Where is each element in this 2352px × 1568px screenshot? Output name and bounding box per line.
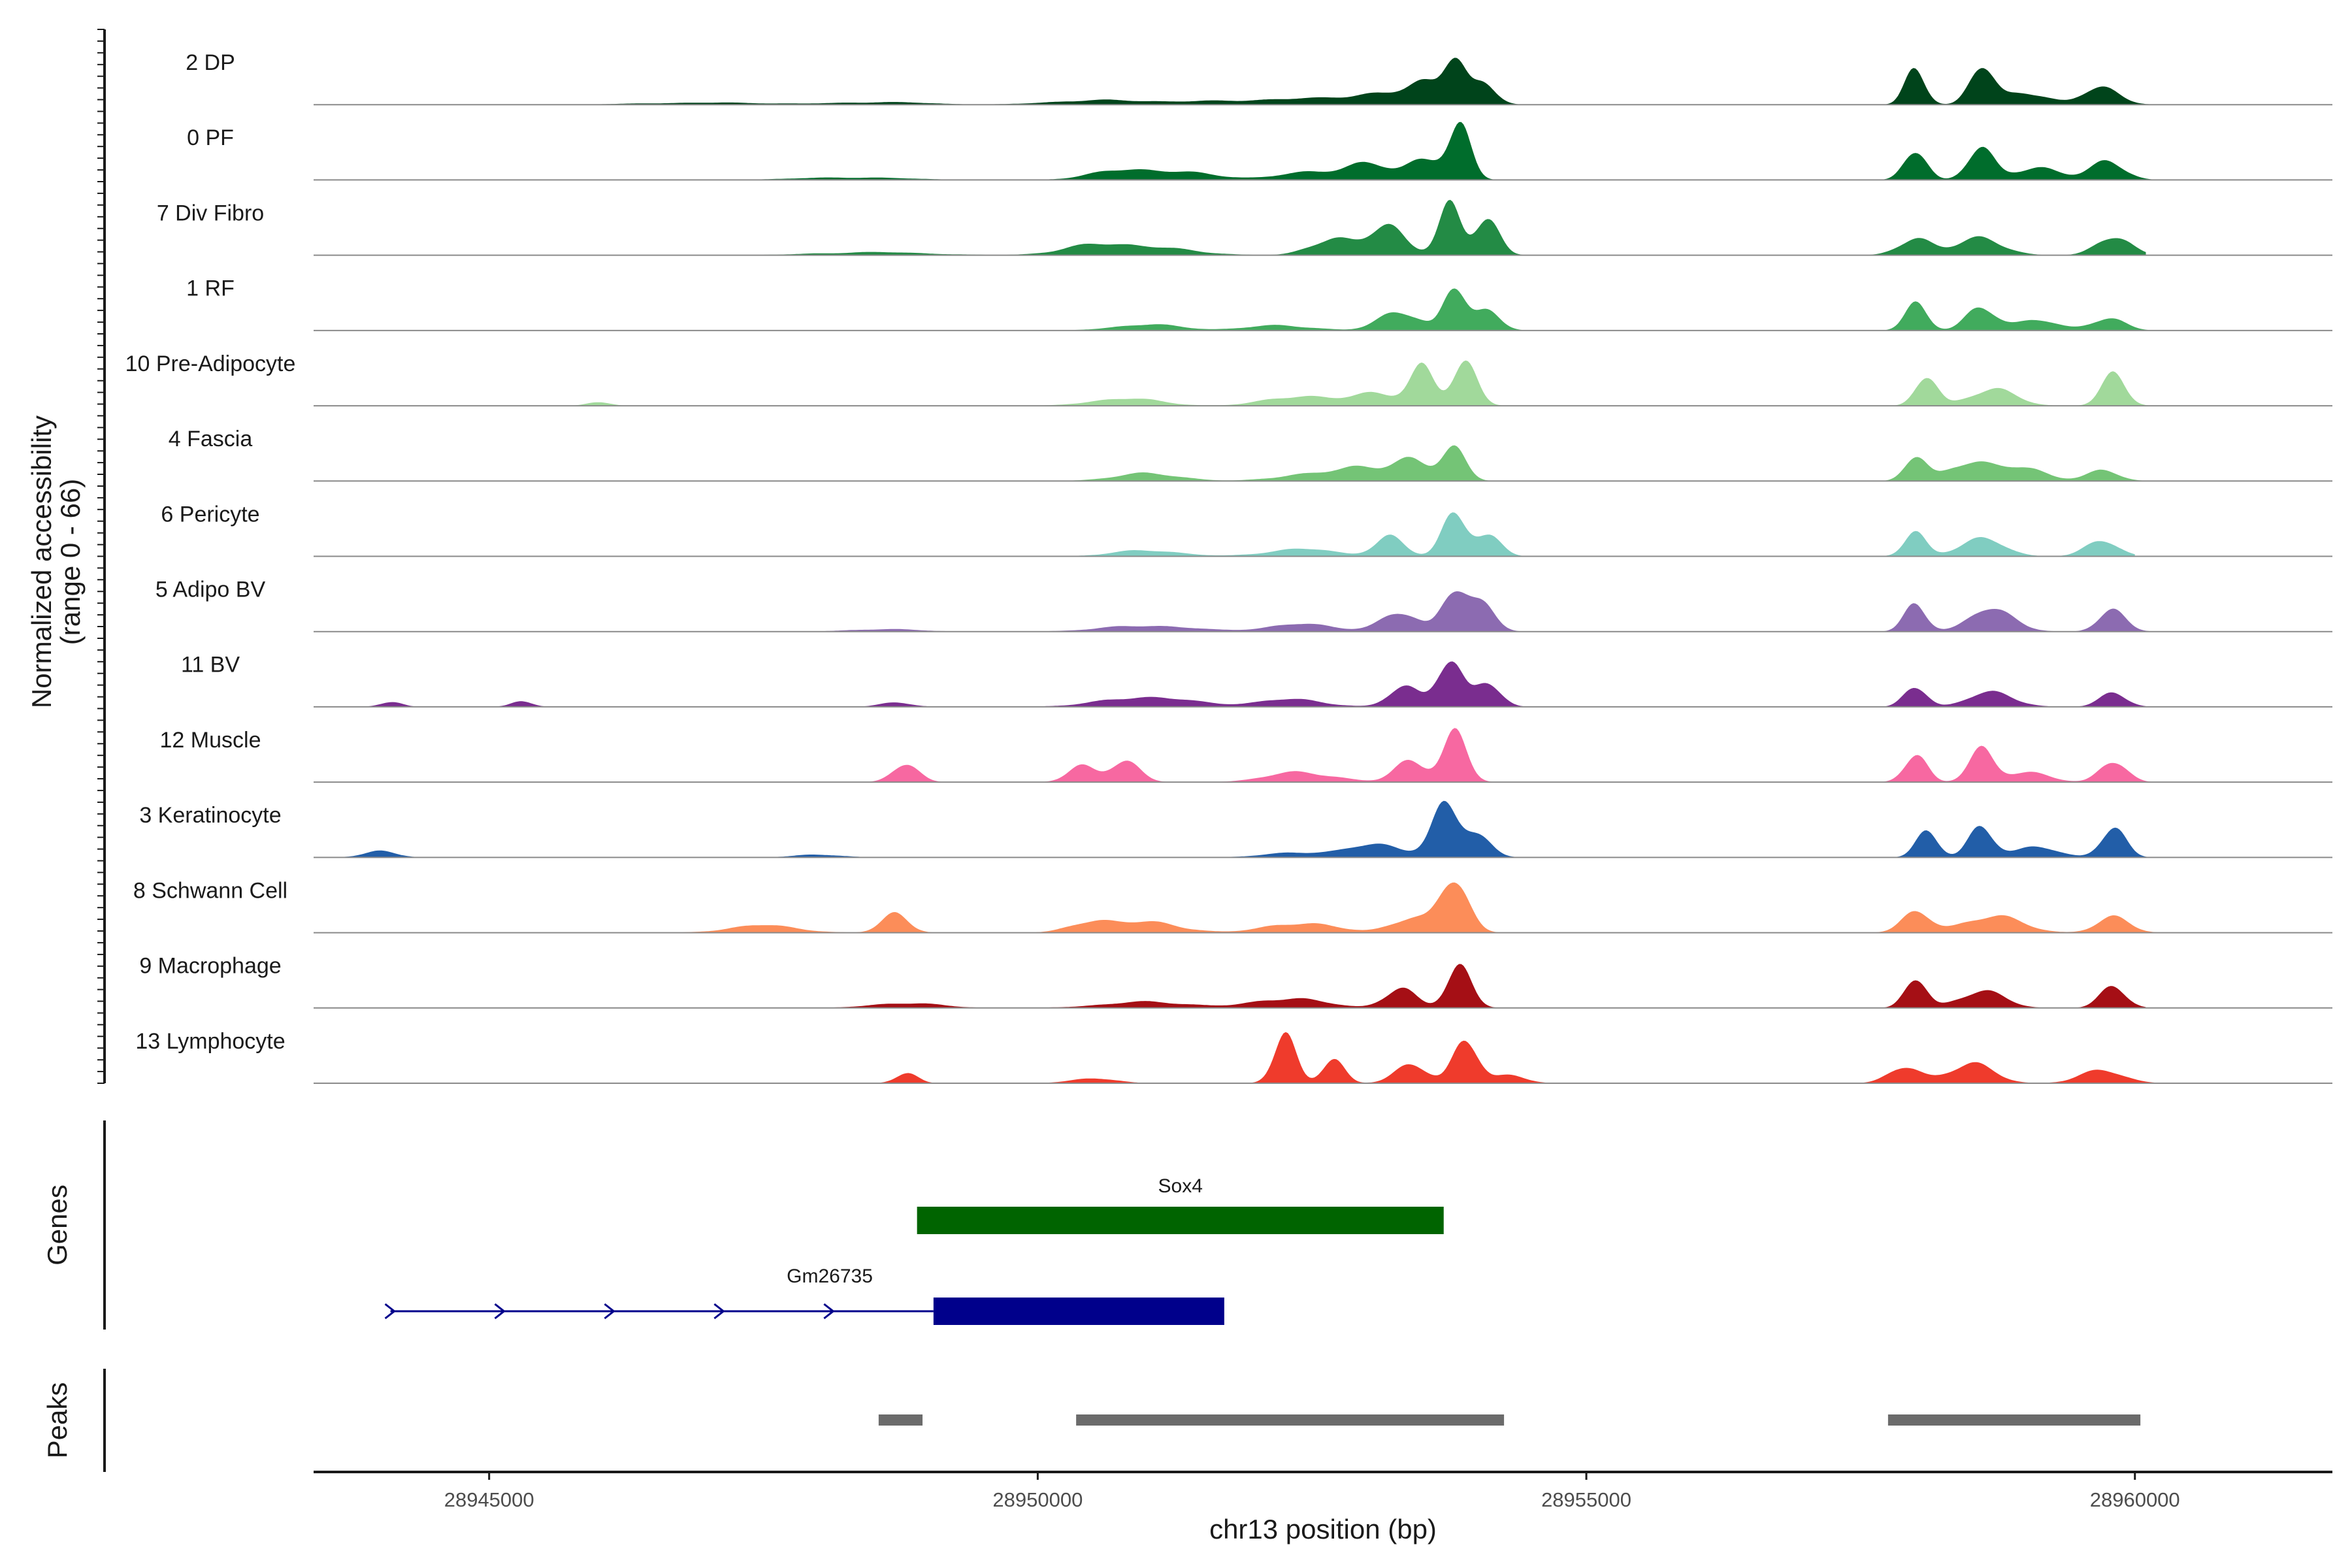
track-label: 8 Schwann Cell [133, 878, 287, 903]
track-label: 1 RF [186, 276, 235, 301]
track-7: 6 Pericyte [161, 502, 2332, 557]
track-9: 11 BV [181, 653, 2332, 708]
gene-annotations: Sox4 Gm26735 [384, 1175, 1444, 1325]
gene-sox4-body [917, 1207, 1444, 1234]
peak-regions [878, 1414, 2141, 1426]
track-label: 6 Pericyte [161, 502, 259, 527]
track-10: 12 Muscle [160, 728, 2332, 783]
coverage-area [314, 591, 2179, 632]
track-label: 13 Lymphocyte [135, 1029, 285, 1054]
coverage-area [314, 882, 2157, 933]
track-11: 3 Keratinocyte [139, 800, 2332, 858]
gene-sox4-label: Sox4 [1158, 1175, 1203, 1197]
y-axis-title-line1: Normalized accessibility [26, 416, 57, 708]
x-tick-label: 28945000 [444, 1488, 534, 1511]
coverage-area [314, 360, 2245, 406]
peak-region [1887, 1414, 2141, 1426]
track-12: 8 Schwann Cell [133, 878, 2332, 934]
x-tick-label: 28955000 [1541, 1488, 1631, 1511]
genes-track-title: Genes [42, 1184, 73, 1266]
gene-gm26735-label: Gm26735 [787, 1266, 873, 1287]
track-6: 4 Fascia [169, 427, 2332, 482]
coverage-area [314, 57, 2256, 105]
x-tick-label: 28950000 [992, 1488, 1083, 1511]
coverage-area [314, 445, 2146, 482]
coverage-area [314, 964, 2146, 1008]
track-label: 3 Keratinocyte [139, 803, 281, 828]
strand-arrow [604, 1303, 615, 1320]
track-14: 13 Lymphocyte [135, 1029, 2332, 1084]
coverage-area [314, 728, 2179, 783]
track-label: 11 BV [181, 653, 240, 678]
peaks-track-title: Peaks [42, 1382, 73, 1459]
gene-gm26735-exon [933, 1298, 1224, 1325]
y-axis-ticks [97, 29, 105, 1084]
track-label: 7 Div Fibro [157, 201, 264, 225]
track-label: 5 Adipo BV [155, 578, 266, 602]
coverage-area [314, 1032, 2168, 1083]
x-axis-ticks: 28945000 28950000 28955000 28960000 [444, 1472, 2180, 1511]
track-label: 4 Fascia [169, 427, 253, 451]
track-4: 1 RF [186, 276, 2332, 331]
track-label: 9 Macrophage [139, 954, 281, 979]
y-axis-title-line2: (range 0 - 66) [55, 479, 86, 645]
strand-arrow [823, 1303, 835, 1320]
strand-arrow [384, 1303, 396, 1320]
track-label: 2 DP [186, 50, 235, 75]
track-8: 5 Adipo BV [155, 578, 2332, 632]
peak-region [878, 1414, 923, 1426]
x-tick-label: 28960000 [2090, 1488, 2180, 1511]
coverage-area [314, 512, 2135, 557]
track-3: 7 Div Fibro [157, 199, 2332, 256]
strand-arrow [494, 1303, 506, 1320]
track-2: 0 PF [187, 122, 2332, 181]
track-13: 9 Macrophage [139, 954, 2332, 1009]
coverage-area [314, 199, 2146, 255]
track-5: 10 Pre-Adipocyte [125, 351, 2332, 407]
peak-region [1076, 1414, 1505, 1426]
track-label: 12 Muscle [160, 728, 261, 753]
coverage-tracks: 2 DP 0 PF 7 Div Fibro 1 RF 10 Pre-Adipocyte 4… [125, 50, 2332, 1084]
coverage-area [314, 122, 2179, 180]
track-1: 2 DP [186, 50, 2332, 106]
strand-arrow [713, 1303, 725, 1320]
x-axis-title: chr13 position (bp) [1209, 1514, 1437, 1544]
coverage-area [314, 288, 2157, 331]
coverage-area [314, 661, 2146, 707]
track-label: 0 PF [187, 125, 234, 150]
track-label: 10 Pre-Adipocyte [125, 351, 296, 376]
coverage-area [314, 800, 2157, 858]
